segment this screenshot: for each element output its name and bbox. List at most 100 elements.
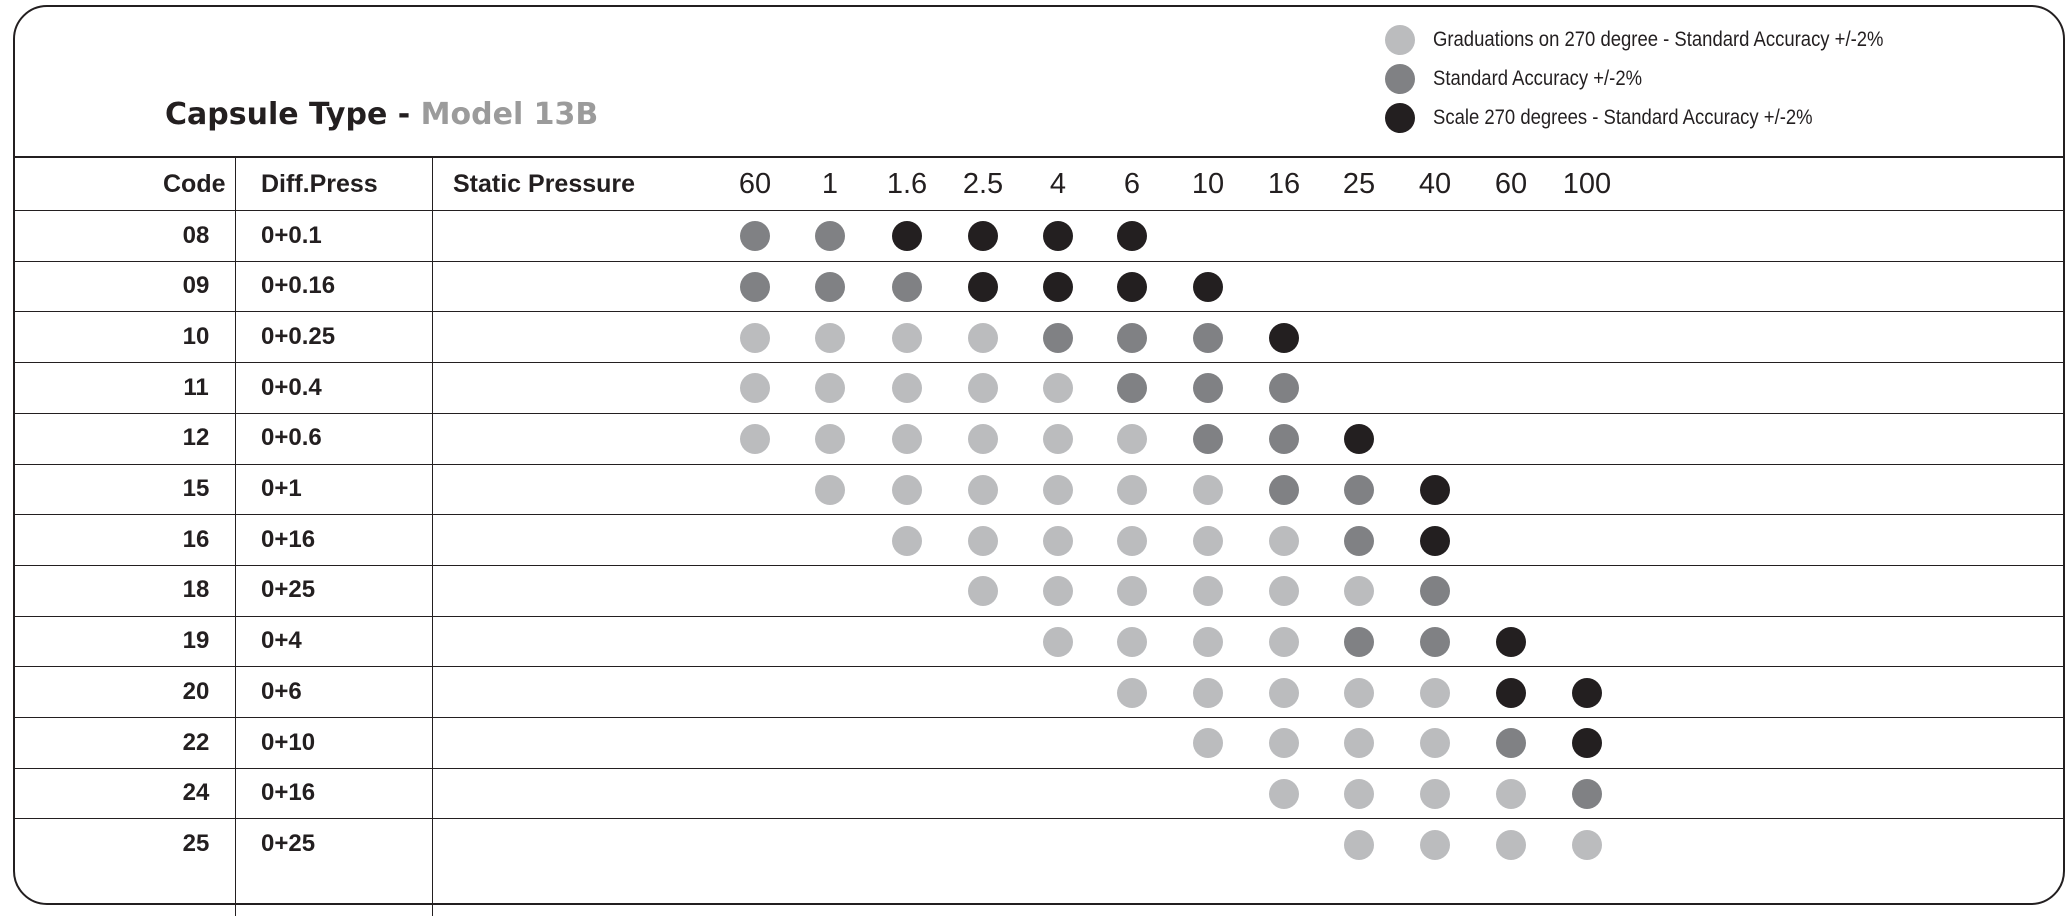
standard-dot-icon (740, 221, 770, 252)
standard-dot-icon (1420, 576, 1450, 607)
column-divider (432, 156, 433, 916)
graduations-dot-icon (1117, 424, 1147, 455)
graduations-dot-icon (1193, 474, 1223, 505)
pressure-column-header: 40 (1418, 167, 1452, 200)
row-diff-press: 0+0.4 (261, 373, 322, 401)
scale-dot-icon (1043, 272, 1073, 303)
scale-dot-icon (968, 221, 998, 252)
standard-dot-icon (1420, 626, 1450, 657)
graduations-dot-icon (892, 525, 922, 556)
row-code: 10 (182, 322, 210, 350)
pressure-column-header: 10 (1191, 167, 1225, 200)
pressure-column-header: 16 (1267, 167, 1301, 200)
scale-dot-icon (1572, 728, 1602, 759)
graduations-dot-icon (892, 322, 922, 353)
scale-dot-icon (968, 272, 998, 303)
legend-label: Graduations on 270 degree - Standard Acc… (1433, 28, 1884, 51)
standard-dot-icon (1269, 474, 1299, 505)
standard-dot-icon (1043, 322, 1073, 353)
row-code: 12 (182, 424, 210, 452)
row-code: 18 (182, 576, 210, 604)
scale-dot-icon (1193, 272, 1223, 303)
standard-dot-icon (740, 272, 770, 303)
pressure-column-header: 25 (1342, 167, 1376, 200)
row-code: 19 (182, 627, 210, 655)
graduations-dot-icon (1344, 728, 1374, 759)
scale-dot-icon (1043, 221, 1073, 252)
row-divider (13, 261, 2065, 262)
pressure-column-header: 60 (738, 167, 772, 200)
pressure-column-header: 100 (1562, 167, 1612, 200)
standard-dot-icon (1269, 373, 1299, 404)
row-diff-press: 0+1 (261, 475, 302, 502)
standard-dot-icon (1344, 474, 1374, 505)
standard-dot-icon (1193, 373, 1223, 404)
scale-dot-icon (1117, 221, 1147, 252)
row-diff-press: 0+16 (261, 779, 316, 807)
row-divider (13, 818, 2065, 819)
standard-dot-icon (1572, 779, 1602, 810)
graduations-dot-icon (1193, 677, 1223, 708)
graduations-dot-icon (1043, 626, 1073, 657)
row-diff-press: 0+0.16 (261, 272, 336, 300)
graduations-dot-icon (1344, 829, 1374, 860)
graduations-dot-icon (1193, 576, 1223, 607)
row-divider (13, 717, 2065, 718)
scale-dot-icon (892, 221, 922, 252)
graduations-dot-icon (1269, 779, 1299, 810)
graduations-dot-icon (1572, 829, 1602, 860)
row-divider (13, 666, 2065, 667)
graduations-dot-icon (1117, 677, 1147, 708)
scale-dot-icon (1420, 525, 1450, 556)
graduations-dot-icon (968, 576, 998, 607)
graduations-dot-icon (1269, 626, 1299, 657)
graduations-dot-icon (815, 373, 845, 404)
graduations-dot-icon (892, 424, 922, 455)
page-title: Capsule Type - Model 13B (165, 97, 598, 132)
standard-dot-icon (1496, 728, 1526, 759)
title-model: Model 13B (420, 97, 599, 132)
standard-dot-icon (1344, 626, 1374, 657)
gray-dot-icon (1385, 64, 1415, 94)
graduations-dot-icon (740, 322, 770, 353)
scale-dot-icon (1420, 474, 1450, 505)
scale-dot-icon (1344, 424, 1374, 455)
standard-dot-icon (1193, 424, 1223, 455)
row-diff-press: 0+4 (261, 627, 302, 655)
graduations-dot-icon (1193, 626, 1223, 657)
row-code: 20 (182, 677, 210, 705)
graduations-dot-icon (1193, 728, 1223, 759)
graduations-dot-icon (892, 373, 922, 404)
row-code: 08 (182, 221, 210, 249)
pressure-column-header: 60 (1494, 167, 1528, 200)
graduations-dot-icon (1496, 829, 1526, 860)
header-diff-press: Diff.Press (261, 169, 378, 198)
graduations-dot-icon (1269, 677, 1299, 708)
row-divider (13, 616, 2065, 617)
graduations-dot-icon (1420, 779, 1450, 810)
row-divider (13, 768, 2065, 769)
graduations-dot-icon (1269, 576, 1299, 607)
row-code: 09 (182, 272, 210, 300)
graduations-dot-icon (1420, 677, 1450, 708)
black-dot-icon (1385, 103, 1415, 133)
column-divider (235, 156, 236, 916)
row-diff-press: 0+0.6 (261, 424, 322, 452)
graduations-dot-icon (968, 322, 998, 353)
row-divider (13, 311, 2065, 312)
row-divider (13, 362, 2065, 363)
legend-label: Scale 270 degrees - Standard Accuracy +/… (1433, 106, 1813, 129)
standard-dot-icon (1193, 322, 1223, 353)
graduations-dot-icon (1420, 829, 1450, 860)
graduations-dot-icon (815, 322, 845, 353)
scale-dot-icon (1496, 677, 1526, 708)
graduations-dot-icon (968, 474, 998, 505)
row-divider (13, 156, 2065, 158)
row-diff-press: 0+0.25 (261, 322, 336, 350)
pressure-column-header: 1 (821, 167, 839, 200)
graduations-dot-icon (1193, 525, 1223, 556)
graduations-dot-icon (815, 474, 845, 505)
row-diff-press: 0+25 (261, 576, 316, 604)
standard-dot-icon (815, 221, 845, 252)
row-code: 22 (182, 728, 210, 756)
